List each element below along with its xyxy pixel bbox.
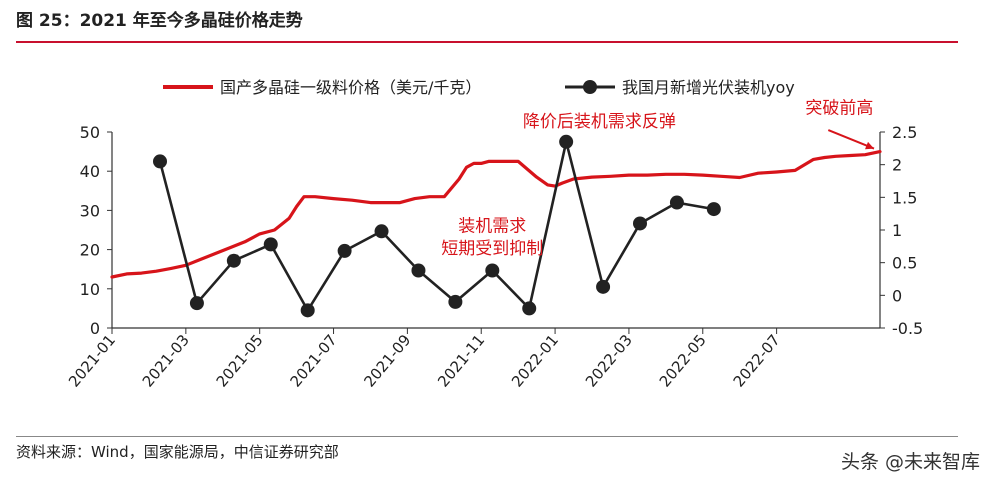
source-note: 资料来源：Wind，国家能源局，中信证券研究部 [16, 443, 339, 461]
series-yoy-point [374, 224, 389, 239]
series-yoy-point [669, 195, 684, 210]
y-left-tick-label: 40 [80, 162, 100, 181]
watermark: 头条 @未来智库 [840, 451, 980, 473]
x-tick-label: 2021-05 [213, 331, 267, 391]
series-price-line [110, 150, 882, 279]
series-yoy-point [337, 243, 352, 258]
source-rule [16, 436, 958, 437]
y-left-tick-label: 0 [90, 319, 100, 338]
series-yoy-point [226, 253, 241, 268]
series-yoy-point [596, 279, 611, 294]
y-left-tick-label: 20 [80, 241, 100, 260]
title-rule [16, 41, 958, 43]
x-tick-label: 2022-01 [508, 331, 562, 391]
plot-area [110, 134, 882, 318]
figure-title: 图 25：2021 年至今多晶硅价格走势 [16, 11, 303, 31]
series-yoy-point [300, 303, 315, 318]
annotation-arrow-head [865, 141, 874, 150]
y-left-tick-label: 10 [80, 280, 100, 299]
series-yoy-point [485, 263, 500, 278]
annotation-label: 降价后装机需求反弹 [523, 112, 676, 132]
legend-yoy-label: 我国月新增光伏装机yoy [622, 78, 795, 97]
series-yoy-point [189, 296, 204, 311]
y-right-tick-label: 0.5 [892, 254, 917, 273]
y-right-tick-label: 0 [892, 286, 902, 305]
annotation-arrow-shaft [827, 129, 875, 150]
legend-price-label: 国产多晶硅一级料价格（美元/千克） [220, 78, 481, 97]
series-yoy-point [448, 294, 463, 309]
series-yoy-point [411, 263, 426, 278]
y-right-tick-label: 2.5 [892, 123, 917, 142]
x-tick-label: 2022-07 [730, 331, 784, 391]
y-left-tick-label: 30 [80, 201, 100, 220]
series-yoy-line [158, 140, 715, 312]
y-left-tick-label: 50 [80, 123, 100, 142]
annotation-label: 装机需求 [458, 216, 526, 236]
x-tick-label: 2022-05 [656, 331, 710, 391]
series-yoy-point [559, 134, 574, 149]
series-yoy-point [706, 202, 721, 217]
y-right-tick-label: 1 [892, 221, 902, 240]
series-yoy-point [263, 237, 278, 252]
x-tick-label: 2021-03 [139, 331, 193, 391]
annotation-label: 短期受到抑制 [441, 239, 543, 259]
series-yoy-point [153, 154, 167, 169]
y-right-tick-label: -0.5 [892, 319, 923, 338]
series-yoy-point [522, 301, 537, 316]
x-tick-label: 2022-03 [582, 331, 636, 391]
x-tick-label: 2021-11 [434, 331, 488, 391]
x-tick-label: 2021-09 [360, 331, 414, 391]
x-tick-label: 2021-07 [287, 331, 341, 391]
legend-yoy-marker [583, 80, 597, 94]
series-yoy-point [633, 216, 647, 231]
y-right-tick-label: 1.5 [892, 188, 917, 207]
legend: 国产多晶硅一级料价格（美元/千克） 我国月新增光伏装机yoy [163, 78, 795, 97]
annotation-label: 突破前高 [805, 99, 873, 119]
x-tick-label: 2021-01 [65, 331, 119, 391]
y-right-tick-label: 2 [892, 156, 902, 175]
